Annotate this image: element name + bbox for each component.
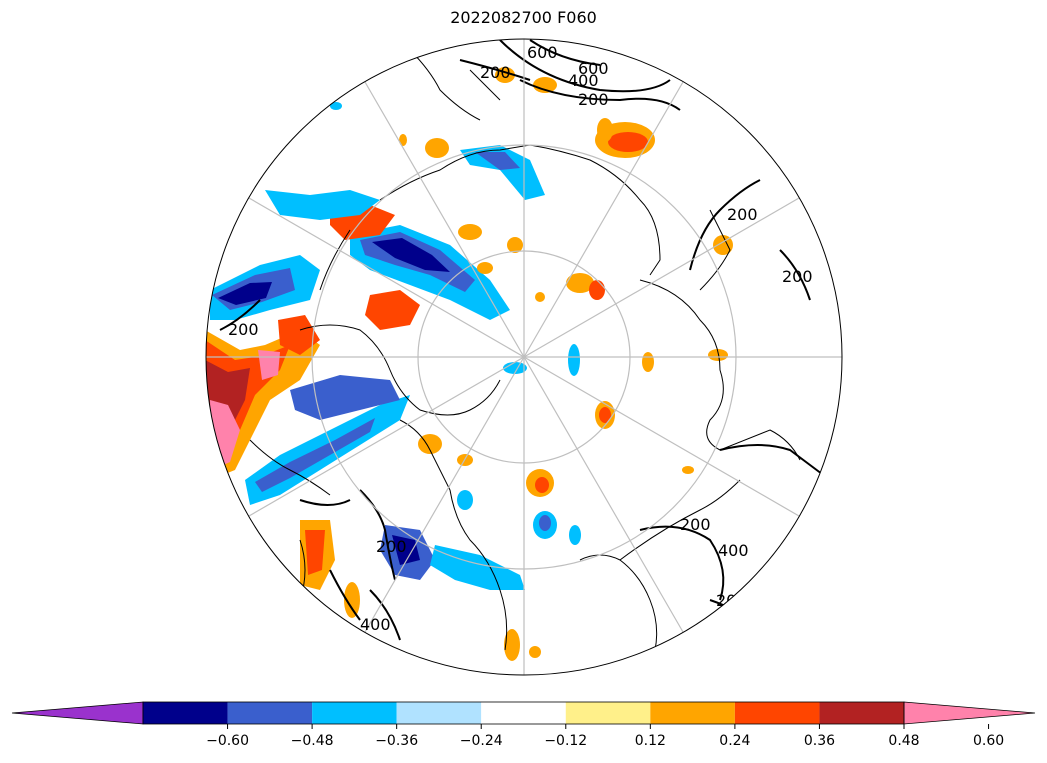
contour-label: 200 (680, 515, 711, 534)
contour-label: 400 (718, 541, 749, 560)
colorbar-segment (734, 702, 820, 724)
colorbar-extend-low (11, 701, 144, 725)
colorbar-segment (481, 702, 566, 724)
coastlines (249, 49, 801, 651)
colorbar-outline (142, 701, 905, 725)
colorbar-extend-high (903, 701, 1036, 725)
contour-lines (219, 39, 831, 641)
colorbar-segment (227, 702, 313, 724)
contour-label: 200 (727, 205, 758, 224)
colorbar: −0.60 −0.48 −0.36 −0.24 −0.12 0.12 0.24 0.36 0.4… (11, 701, 1036, 749)
colorbar-segments (11, 701, 1036, 725)
colorbar-segment (143, 702, 228, 724)
colorbar-tick-label: 0.60 (973, 733, 1004, 749)
colorbar-tick-label: 0.36 (804, 733, 835, 749)
colorbar-tick-label: −0.48 (291, 733, 334, 749)
contour-label: 200 (782, 267, 813, 286)
contour-label: 200 (376, 537, 407, 556)
map-title: 2022082700 F060 (450, 8, 597, 27)
colorbar-tick-label: 0.12 (635, 733, 666, 749)
contour-label: 600 (527, 43, 558, 62)
colorbar-tick-label: 0.24 (719, 733, 750, 749)
colorbar-segment (396, 702, 482, 724)
colorbar-segment (650, 702, 735, 724)
contour-label: 600 (578, 59, 609, 78)
contour-label: 400 (568, 71, 599, 90)
contour-label: 400 (360, 615, 391, 634)
polar-map: 600 600 400 200 200 200 200 200 200 400 … (205, 38, 843, 676)
contour-label: 200 (480, 63, 511, 82)
colorbar-ticks (227, 724, 990, 729)
colorbar-segment (312, 702, 397, 724)
colorbar-tick-label: −0.60 (206, 733, 249, 749)
colorbar-segment (819, 702, 904, 724)
colorbar-labels: −0.60 −0.48 −0.36 −0.24 −0.12 0.12 0.24 0.36 0.4… (206, 733, 1004, 749)
colorbar-tick-label: −0.12 (544, 733, 587, 749)
colorbar-segment (565, 702, 651, 724)
colorbar-tick-label: −0.24 (460, 733, 503, 749)
contour-label: 200 (578, 90, 609, 109)
graticule (206, 39, 842, 675)
map-boundary (205, 38, 843, 676)
colorbar-tick-label: −0.36 (375, 733, 418, 749)
contour-label: 200 (228, 320, 259, 339)
colorbar-tick-label: 0.48 (888, 733, 919, 749)
